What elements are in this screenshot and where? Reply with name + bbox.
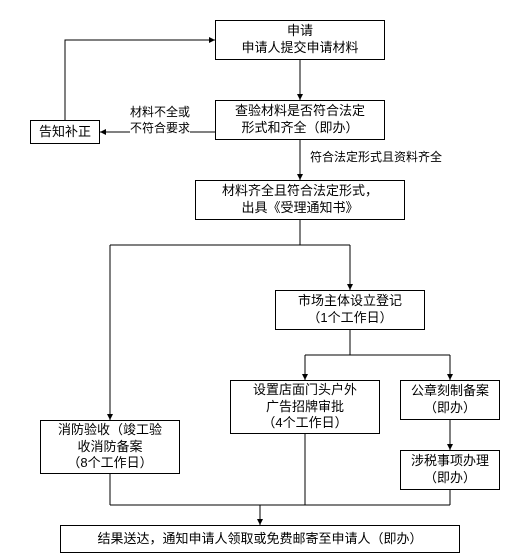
text: 涉税事项办理 (411, 453, 489, 470)
node-check-materials: 查验材料是否符合法定 形式和齐全（即办） (215, 100, 385, 140)
text: 市场主体设立登记 (298, 293, 402, 310)
node-apply: 申请 申请人提交申请材料 (215, 20, 385, 60)
text: 公章刻制备案 (411, 383, 489, 400)
text: （4个工作日） (262, 415, 347, 432)
text: 材料不全或 (130, 105, 190, 121)
node-result-delivery: 结果送达，通知申请人领取或免费邮寄至申请人（即办） (60, 525, 460, 553)
text: 广告招牌审批 (266, 399, 344, 416)
text: 材料齐全且符合法定形式， (222, 183, 378, 200)
text: 出具《受理通知书》 (241, 200, 358, 217)
text: 形式和齐全（即办） (241, 120, 358, 137)
text: 申请 (287, 23, 313, 40)
node-seal-filing: 公章刻制备案 （即办） (400, 380, 500, 420)
text: 符合法定形式且资料齐全 (310, 150, 442, 166)
node-market-registration: 市场主体设立登记 （1个工作日） (275, 290, 425, 330)
node-accept: 材料齐全且符合法定形式， 出具《受理通知书》 (195, 180, 405, 220)
edge-label-incomplete: 材料不全或 不符合要求 (130, 105, 190, 136)
text: 设置店面门头户外 (253, 382, 357, 399)
text: 不符合要求 (130, 121, 190, 137)
text: 查验材料是否符合法定 (235, 103, 365, 120)
text: 申请人提交申请材料 (241, 40, 358, 57)
text: （即办） (424, 400, 476, 417)
text: （8个工作日） (67, 455, 152, 472)
edge-label-complete: 符合法定形式且资料齐全 (310, 150, 442, 166)
text: 告知补正 (39, 124, 91, 141)
text: 结果送达，通知申请人领取或免费邮寄至申请人（即办） (97, 531, 422, 548)
text: （1个工作日） (307, 310, 392, 327)
text: 消防验收（竣工验 (58, 422, 162, 439)
node-notify-fix: 告知补正 (30, 120, 100, 144)
node-ad-approval: 设置店面门头户外 广告招牌审批 （4个工作日） (230, 380, 380, 434)
text: 收消防备案 (77, 439, 142, 456)
text: （即办） (424, 470, 476, 487)
node-fire-acceptance: 消防验收（竣工验 收消防备案 （8个工作日） (40, 420, 180, 474)
node-tax-handling: 涉税事项办理 （即办） (400, 450, 500, 490)
